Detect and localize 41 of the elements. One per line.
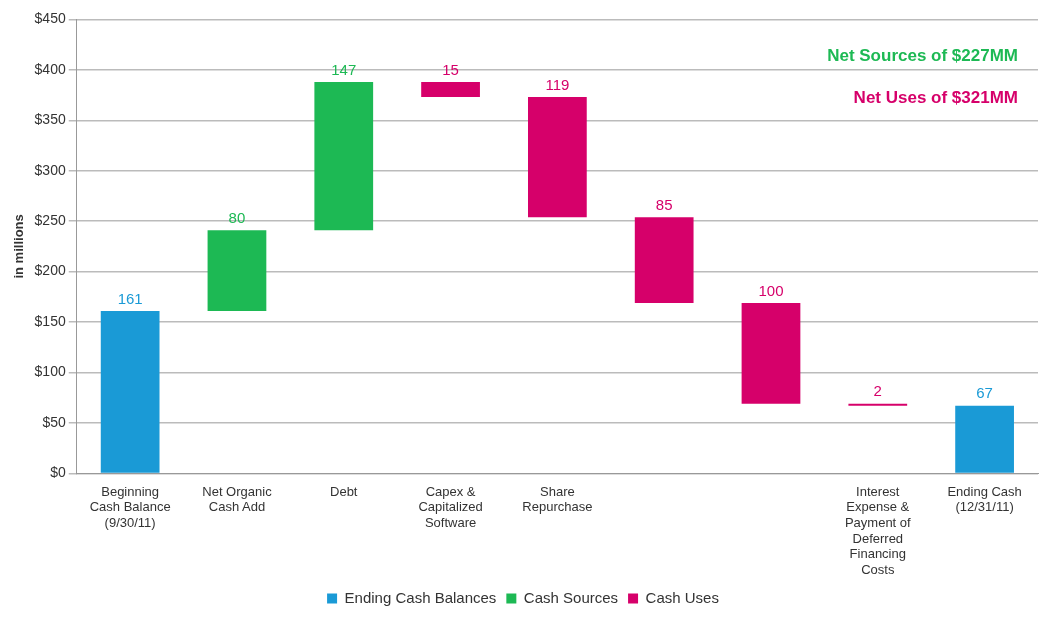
bar <box>421 81 480 98</box>
x-tick-label: Net Organic Cash Add <box>202 483 273 515</box>
y-tick-label: $400 <box>34 60 66 77</box>
y-tick-label: $100 <box>34 363 66 380</box>
y-tick-label: $450 <box>34 10 66 27</box>
data-label: 80 <box>228 208 246 226</box>
y-tick-label: $250 <box>34 212 66 229</box>
x-tick-label: Share Repurchase <box>522 483 593 515</box>
data-label: 85 <box>655 195 673 213</box>
data-label: 100 <box>758 281 784 299</box>
legend-label: Ending Cash Balances <box>344 588 497 606</box>
data-label: 119 <box>545 75 570 93</box>
y-tick-label: $50 <box>42 413 66 430</box>
y-tick-label: $200 <box>34 262 66 279</box>
data-label: 15 <box>442 60 459 78</box>
x-tick-label: Debt <box>330 483 358 499</box>
y-tick-label: $0 <box>50 464 66 481</box>
bar <box>207 230 267 311</box>
bar <box>100 310 160 473</box>
legend-label: Cash Uses <box>645 588 719 606</box>
x-tick-label: Ending Cash (12/31/11) <box>947 483 1022 515</box>
x-tick-label: Interest Expense & Payment of Deferred Financing Costs <box>844 483 912 577</box>
x-tick-label: Capex & Capitalized Software <box>418 483 483 530</box>
bar <box>955 405 1014 473</box>
y-tick-label: $300 <box>34 161 66 178</box>
bar <box>634 217 694 303</box>
data-label: 2 <box>873 382 882 400</box>
data-label: 147 <box>331 60 357 78</box>
bar <box>314 81 374 231</box>
data-label: 67 <box>976 384 993 402</box>
bar <box>741 302 801 404</box>
y-axis-title: in millions <box>11 214 27 279</box>
bar <box>848 403 908 406</box>
x-tick-label: Beginning Cash Balance (9/30/11) <box>89 483 171 530</box>
data-label: 161 <box>117 289 143 307</box>
y-tick-label: $350 <box>34 111 66 128</box>
bar <box>528 97 587 218</box>
legend-label: Cash Sources <box>523 588 619 606</box>
y-tick-label: $150 <box>34 312 66 329</box>
annotation: Net Uses of $321MM <box>853 87 1018 107</box>
annotation: Net Sources of $227MM <box>827 45 1018 65</box>
